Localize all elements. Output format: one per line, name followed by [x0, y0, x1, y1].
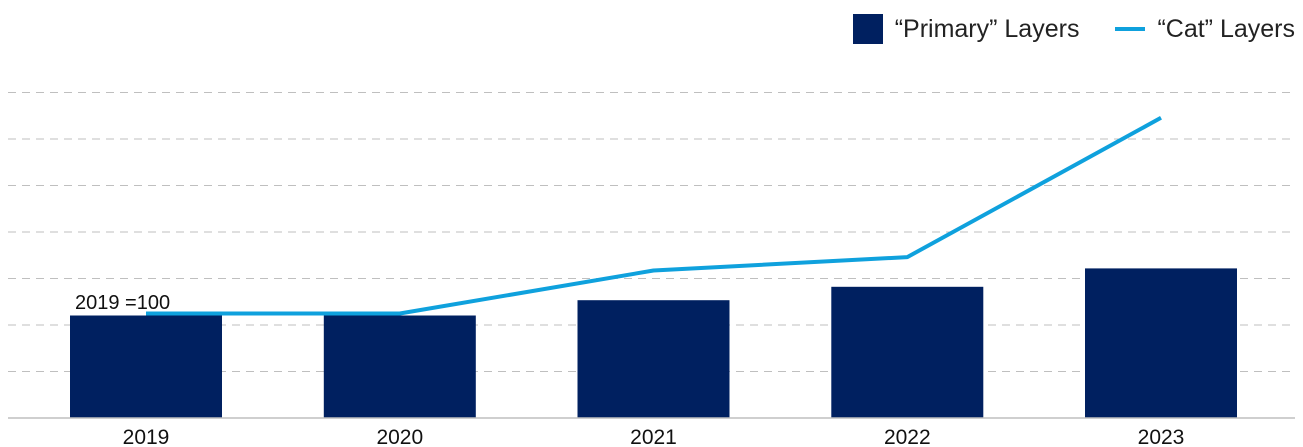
x-tick-label-2019: 2019 [123, 426, 170, 447]
bar-2021 [577, 300, 730, 418]
bar-2022 [831, 286, 984, 418]
legend-label-cat: “Cat” Layers [1157, 14, 1295, 43]
legend-label-primary: “Primary” Layers [894, 14, 1080, 43]
legend-swatch-cat [1115, 27, 1146, 31]
bar-2020 [323, 315, 476, 418]
x-tick-label-2023: 2023 [1138, 426, 1185, 447]
legend: “Primary” Layers “Cat” Layers [817, 14, 1295, 44]
cat-layers-line [146, 116, 1162, 316]
bar-2019 [70, 315, 222, 418]
legend-swatch-primary [852, 14, 883, 44]
baseline-annotation: 2019 =100 [75, 292, 170, 314]
legend-item-cat: “Cat” Layers [1115, 15, 1295, 44]
legend-item-primary: “Primary” Layers [852, 14, 1080, 44]
bar-2023 [1085, 268, 1237, 418]
x-tick-label-2020: 2020 [376, 426, 423, 447]
x-tick-label-2021: 2021 [630, 426, 677, 447]
x-tick-label-2022: 2022 [884, 426, 931, 447]
